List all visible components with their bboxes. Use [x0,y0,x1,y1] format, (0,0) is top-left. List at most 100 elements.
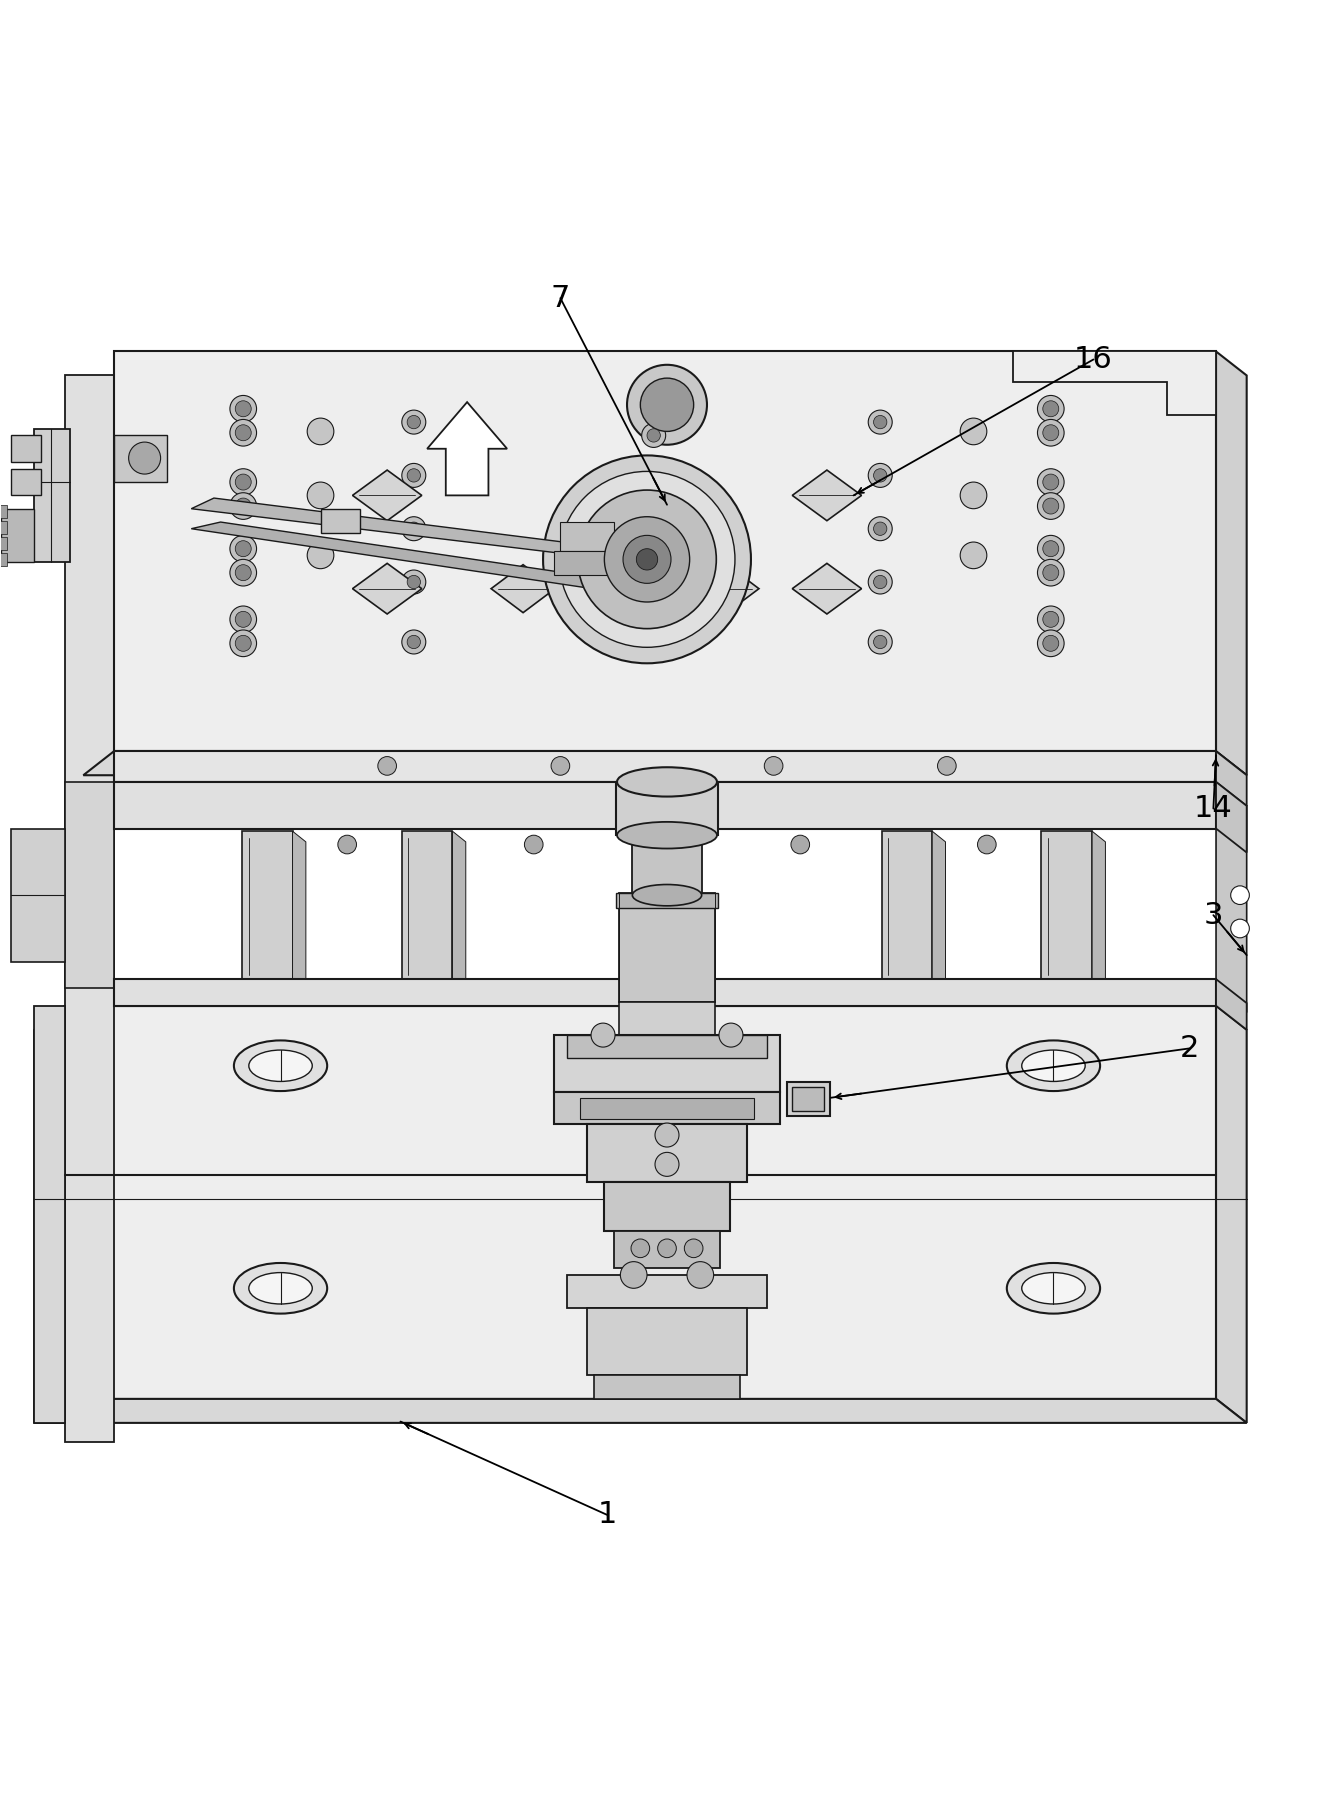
Circle shape [229,396,256,422]
Polygon shape [320,509,360,532]
Circle shape [764,756,783,776]
Ellipse shape [249,1050,312,1081]
Circle shape [719,1023,743,1047]
Circle shape [378,756,396,776]
Polygon shape [792,1087,824,1110]
Circle shape [235,498,251,514]
Circle shape [307,482,334,509]
Circle shape [235,402,251,416]
Circle shape [402,516,426,541]
Polygon shape [1217,1007,1247,1423]
Polygon shape [33,1007,64,1423]
Circle shape [655,1152,679,1176]
Circle shape [868,571,892,594]
Polygon shape [12,436,40,462]
Circle shape [1231,919,1250,938]
Circle shape [229,630,256,656]
Polygon shape [1042,830,1093,981]
Circle shape [1038,492,1065,520]
Circle shape [307,418,334,445]
Circle shape [1043,474,1059,491]
Ellipse shape [618,821,716,849]
Circle shape [687,1261,714,1288]
Polygon shape [1093,830,1106,992]
Polygon shape [0,536,8,551]
Circle shape [229,560,256,587]
Polygon shape [619,1001,715,1036]
Circle shape [960,418,987,445]
Circle shape [235,541,251,556]
Polygon shape [792,563,862,614]
Circle shape [647,516,660,529]
Ellipse shape [618,767,716,796]
Circle shape [1043,425,1059,442]
Polygon shape [113,979,1217,1007]
Circle shape [874,576,887,589]
Circle shape [623,536,671,583]
Polygon shape [1217,351,1247,776]
Circle shape [684,1239,703,1257]
Polygon shape [560,521,614,551]
Circle shape [578,491,716,629]
Ellipse shape [1007,1263,1101,1314]
Polygon shape [1217,979,1247,1030]
Circle shape [874,636,887,649]
Polygon shape [616,892,718,908]
Circle shape [338,836,356,854]
Circle shape [1043,402,1059,416]
Polygon shape [932,830,946,992]
Text: 16: 16 [1074,345,1113,374]
Polygon shape [567,1276,767,1308]
Circle shape [960,482,987,509]
Polygon shape [452,830,466,992]
Circle shape [647,429,660,442]
Circle shape [1043,565,1059,581]
Circle shape [551,756,570,776]
Circle shape [868,463,892,487]
Polygon shape [241,830,292,981]
Polygon shape [0,505,8,518]
Circle shape [1043,636,1059,650]
Polygon shape [64,781,113,988]
Polygon shape [83,750,1247,776]
Polygon shape [113,781,1217,829]
Ellipse shape [233,1263,327,1314]
Circle shape [642,511,666,534]
Polygon shape [12,829,64,961]
Circle shape [1038,420,1065,447]
Ellipse shape [1007,1041,1101,1090]
Polygon shape [191,521,600,589]
Circle shape [402,630,426,654]
Circle shape [868,516,892,541]
Circle shape [1038,396,1065,422]
Circle shape [655,1123,679,1147]
Circle shape [407,521,420,536]
Circle shape [627,365,707,445]
Circle shape [1231,887,1250,905]
Circle shape [874,416,887,429]
Polygon shape [787,1081,830,1116]
Ellipse shape [233,1041,327,1090]
Circle shape [1038,560,1065,587]
Circle shape [868,630,892,654]
Text: 7: 7 [551,283,570,313]
Circle shape [407,636,420,649]
Text: 1: 1 [598,1501,616,1530]
Circle shape [647,609,660,621]
Polygon shape [1217,781,1247,1012]
Circle shape [960,541,987,569]
Circle shape [978,836,996,854]
Circle shape [647,476,660,489]
Polygon shape [1,509,33,561]
Polygon shape [352,563,422,614]
Text: 3: 3 [1203,901,1223,930]
Polygon shape [427,402,507,496]
Circle shape [402,571,426,594]
Polygon shape [0,552,8,567]
Polygon shape [1014,351,1217,416]
Polygon shape [580,1097,754,1119]
Polygon shape [292,830,305,992]
Circle shape [229,492,256,520]
Polygon shape [554,551,614,576]
Polygon shape [33,429,69,561]
